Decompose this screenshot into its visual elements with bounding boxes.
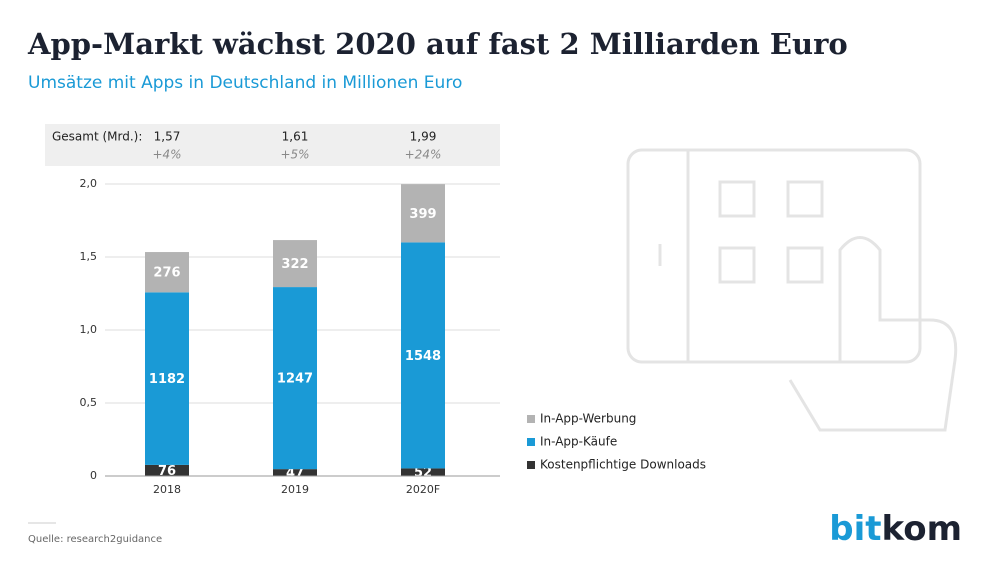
data-label: 1548: [405, 349, 441, 364]
growth-label: +5%: [280, 148, 309, 162]
data-label: 47: [286, 466, 304, 481]
total-label: 1,99: [410, 130, 437, 144]
chart-subtitle: Umsätze mit Apps in Deutschland in Milli…: [28, 73, 462, 93]
legend-label: In-App-Käufe: [540, 435, 617, 449]
y-tick-label: 1,5: [80, 250, 98, 263]
chart-title: App-Markt wächst 2020 auf fast 2 Milliar…: [27, 27, 848, 61]
bar-segment: [145, 464, 189, 476]
bar-segment: [273, 469, 317, 476]
totals-band: [45, 124, 500, 166]
legend-swatch: [527, 461, 535, 469]
legend-swatch: [527, 438, 535, 446]
total-label: 1,57: [154, 130, 181, 144]
data-label: 322: [281, 257, 308, 272]
totals-label: Gesamt (Mrd.):: [52, 130, 142, 144]
bar-segment: [145, 292, 189, 465]
source: Quelle: research2guidance: [28, 534, 162, 545]
x-tick-label: 2020F: [406, 483, 440, 496]
logo-part: bit: [829, 509, 881, 549]
legend-label: In-App-Werbung: [540, 412, 636, 426]
bar-segment: [145, 252, 189, 293]
logo-part: kom: [882, 509, 962, 549]
logo: bitkom: [829, 509, 962, 549]
data-label: 52: [414, 466, 432, 481]
bar-segment: [401, 184, 445, 243]
data-label: 1247: [277, 372, 313, 387]
bar-segment: [401, 242, 445, 469]
background-icon: [626, 148, 958, 432]
x-tick-label: 2018: [153, 483, 181, 496]
y-tick-label: 0,5: [80, 396, 98, 409]
y-tick-label: 0: [90, 469, 97, 482]
data-label: 1182: [149, 372, 185, 387]
growth-label: +4%: [152, 148, 181, 162]
y-tick-label: 2,0: [80, 177, 98, 190]
legend-label: Kostenpflichtige Downloads: [540, 458, 706, 472]
data-label: 76: [158, 464, 176, 479]
y-tick-label: 1,0: [80, 323, 98, 336]
data-label: 276: [153, 266, 180, 281]
bar-segment: [273, 287, 317, 470]
growth-label: +24%: [405, 148, 442, 162]
legend-swatch: [527, 415, 535, 423]
bar-segment: [273, 240, 317, 288]
bar-segment: [401, 468, 445, 476]
x-tick-label: 2019: [281, 483, 309, 496]
total-label: 1,61: [282, 130, 309, 144]
data-label: 399: [409, 207, 436, 222]
